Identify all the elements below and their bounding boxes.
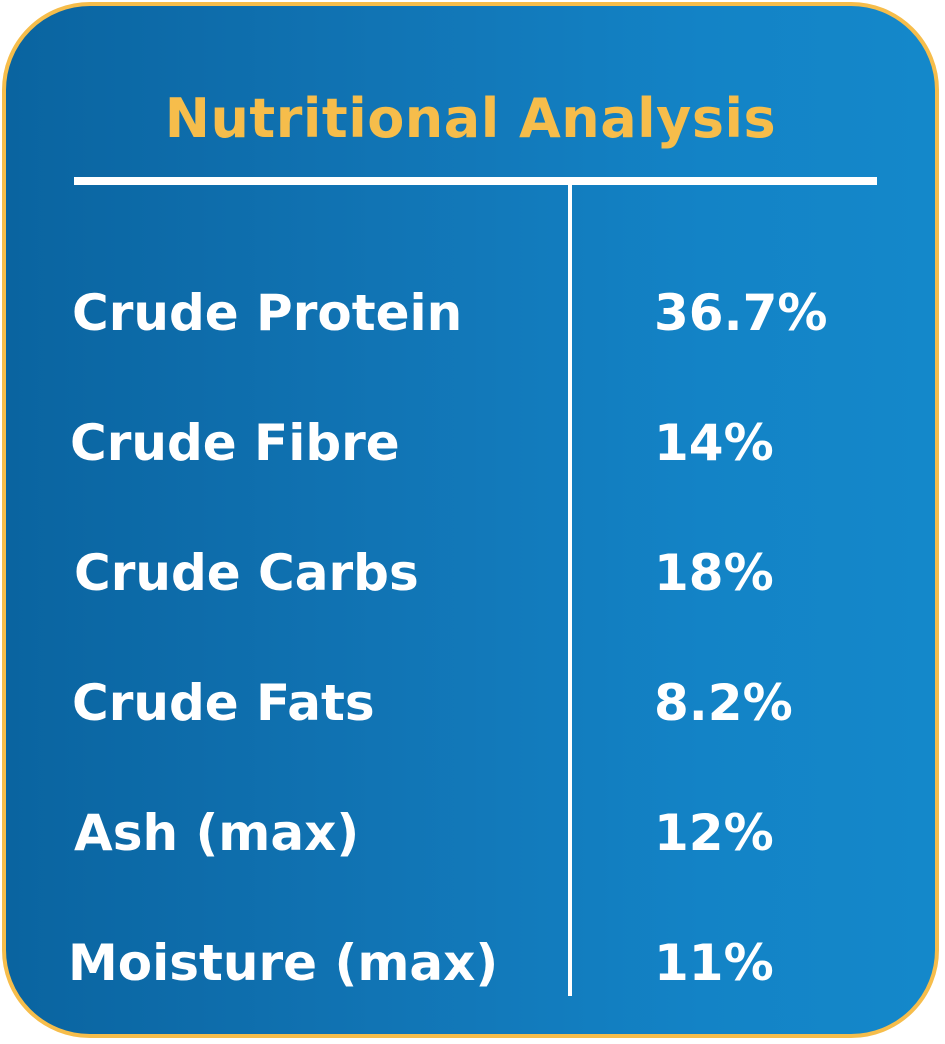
- column-divider: [568, 185, 572, 996]
- nutrient-row: Moisture (max) 11%: [6, 928, 935, 998]
- nutrient-row: Crude Protein 36.7%: [6, 278, 935, 348]
- header-divider: [74, 177, 877, 185]
- nutrient-value: 18%: [654, 544, 774, 602]
- nutrient-row: Ash (max) 12%: [6, 798, 935, 868]
- nutrient-row: Crude Fats 8.2%: [6, 668, 935, 738]
- card-title: Nutritional Analysis: [164, 87, 777, 150]
- nutrient-label: Crude Fats: [72, 674, 375, 732]
- nutrient-row: Crude Carbs 18%: [6, 538, 935, 608]
- nutrient-row: Crude Fibre 14%: [6, 408, 935, 478]
- nutrient-value: 8.2%: [654, 674, 793, 732]
- nutrient-value: 11%: [654, 934, 774, 992]
- nutrient-value: 14%: [654, 414, 774, 472]
- nutrient-value: 36.7%: [654, 284, 828, 342]
- nutrient-label: Crude Carbs: [74, 544, 419, 602]
- nutrient-label: Crude Fibre: [70, 414, 400, 472]
- nutrient-value: 12%: [654, 804, 774, 862]
- nutrient-label: Ash (max): [74, 804, 360, 862]
- nutrient-label: Crude Protein: [72, 284, 463, 342]
- nutrient-label: Moisture (max): [68, 934, 499, 992]
